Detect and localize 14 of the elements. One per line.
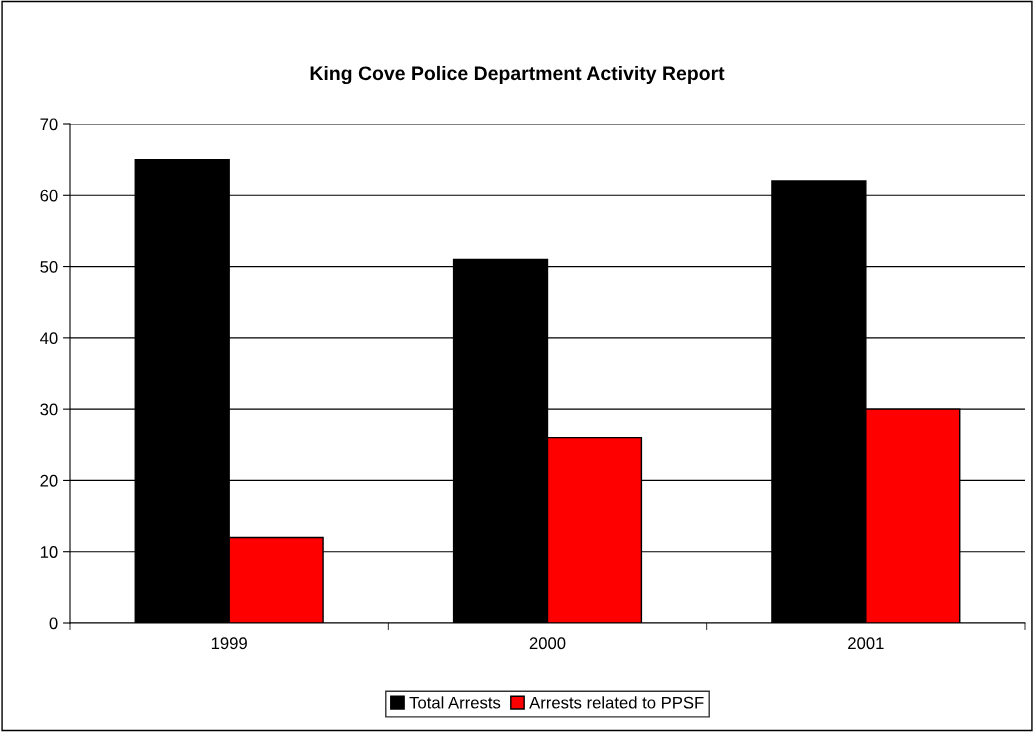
chart-title: King Cove Police Department Activity Report bbox=[310, 65, 725, 85]
y-tick-label: 20 bbox=[40, 474, 58, 487]
y-tick-label: 70 bbox=[40, 118, 58, 131]
x-tick-label: 2001 bbox=[848, 637, 884, 650]
legend-label: Total Arrests bbox=[409, 696, 501, 709]
y-tick-label: 0 bbox=[49, 617, 58, 630]
x-tick-label: 2000 bbox=[529, 637, 566, 650]
legend-label: Arrests related to PPSF bbox=[529, 696, 704, 709]
y-tick-label: 40 bbox=[40, 332, 58, 345]
y-tick-label: 50 bbox=[40, 260, 58, 273]
y-tick-label: 10 bbox=[40, 546, 58, 558]
y-tick-label: 60 bbox=[40, 189, 58, 202]
x-tick-label: 1999 bbox=[211, 637, 247, 650]
y-tick-label: 30 bbox=[40, 403, 58, 416]
